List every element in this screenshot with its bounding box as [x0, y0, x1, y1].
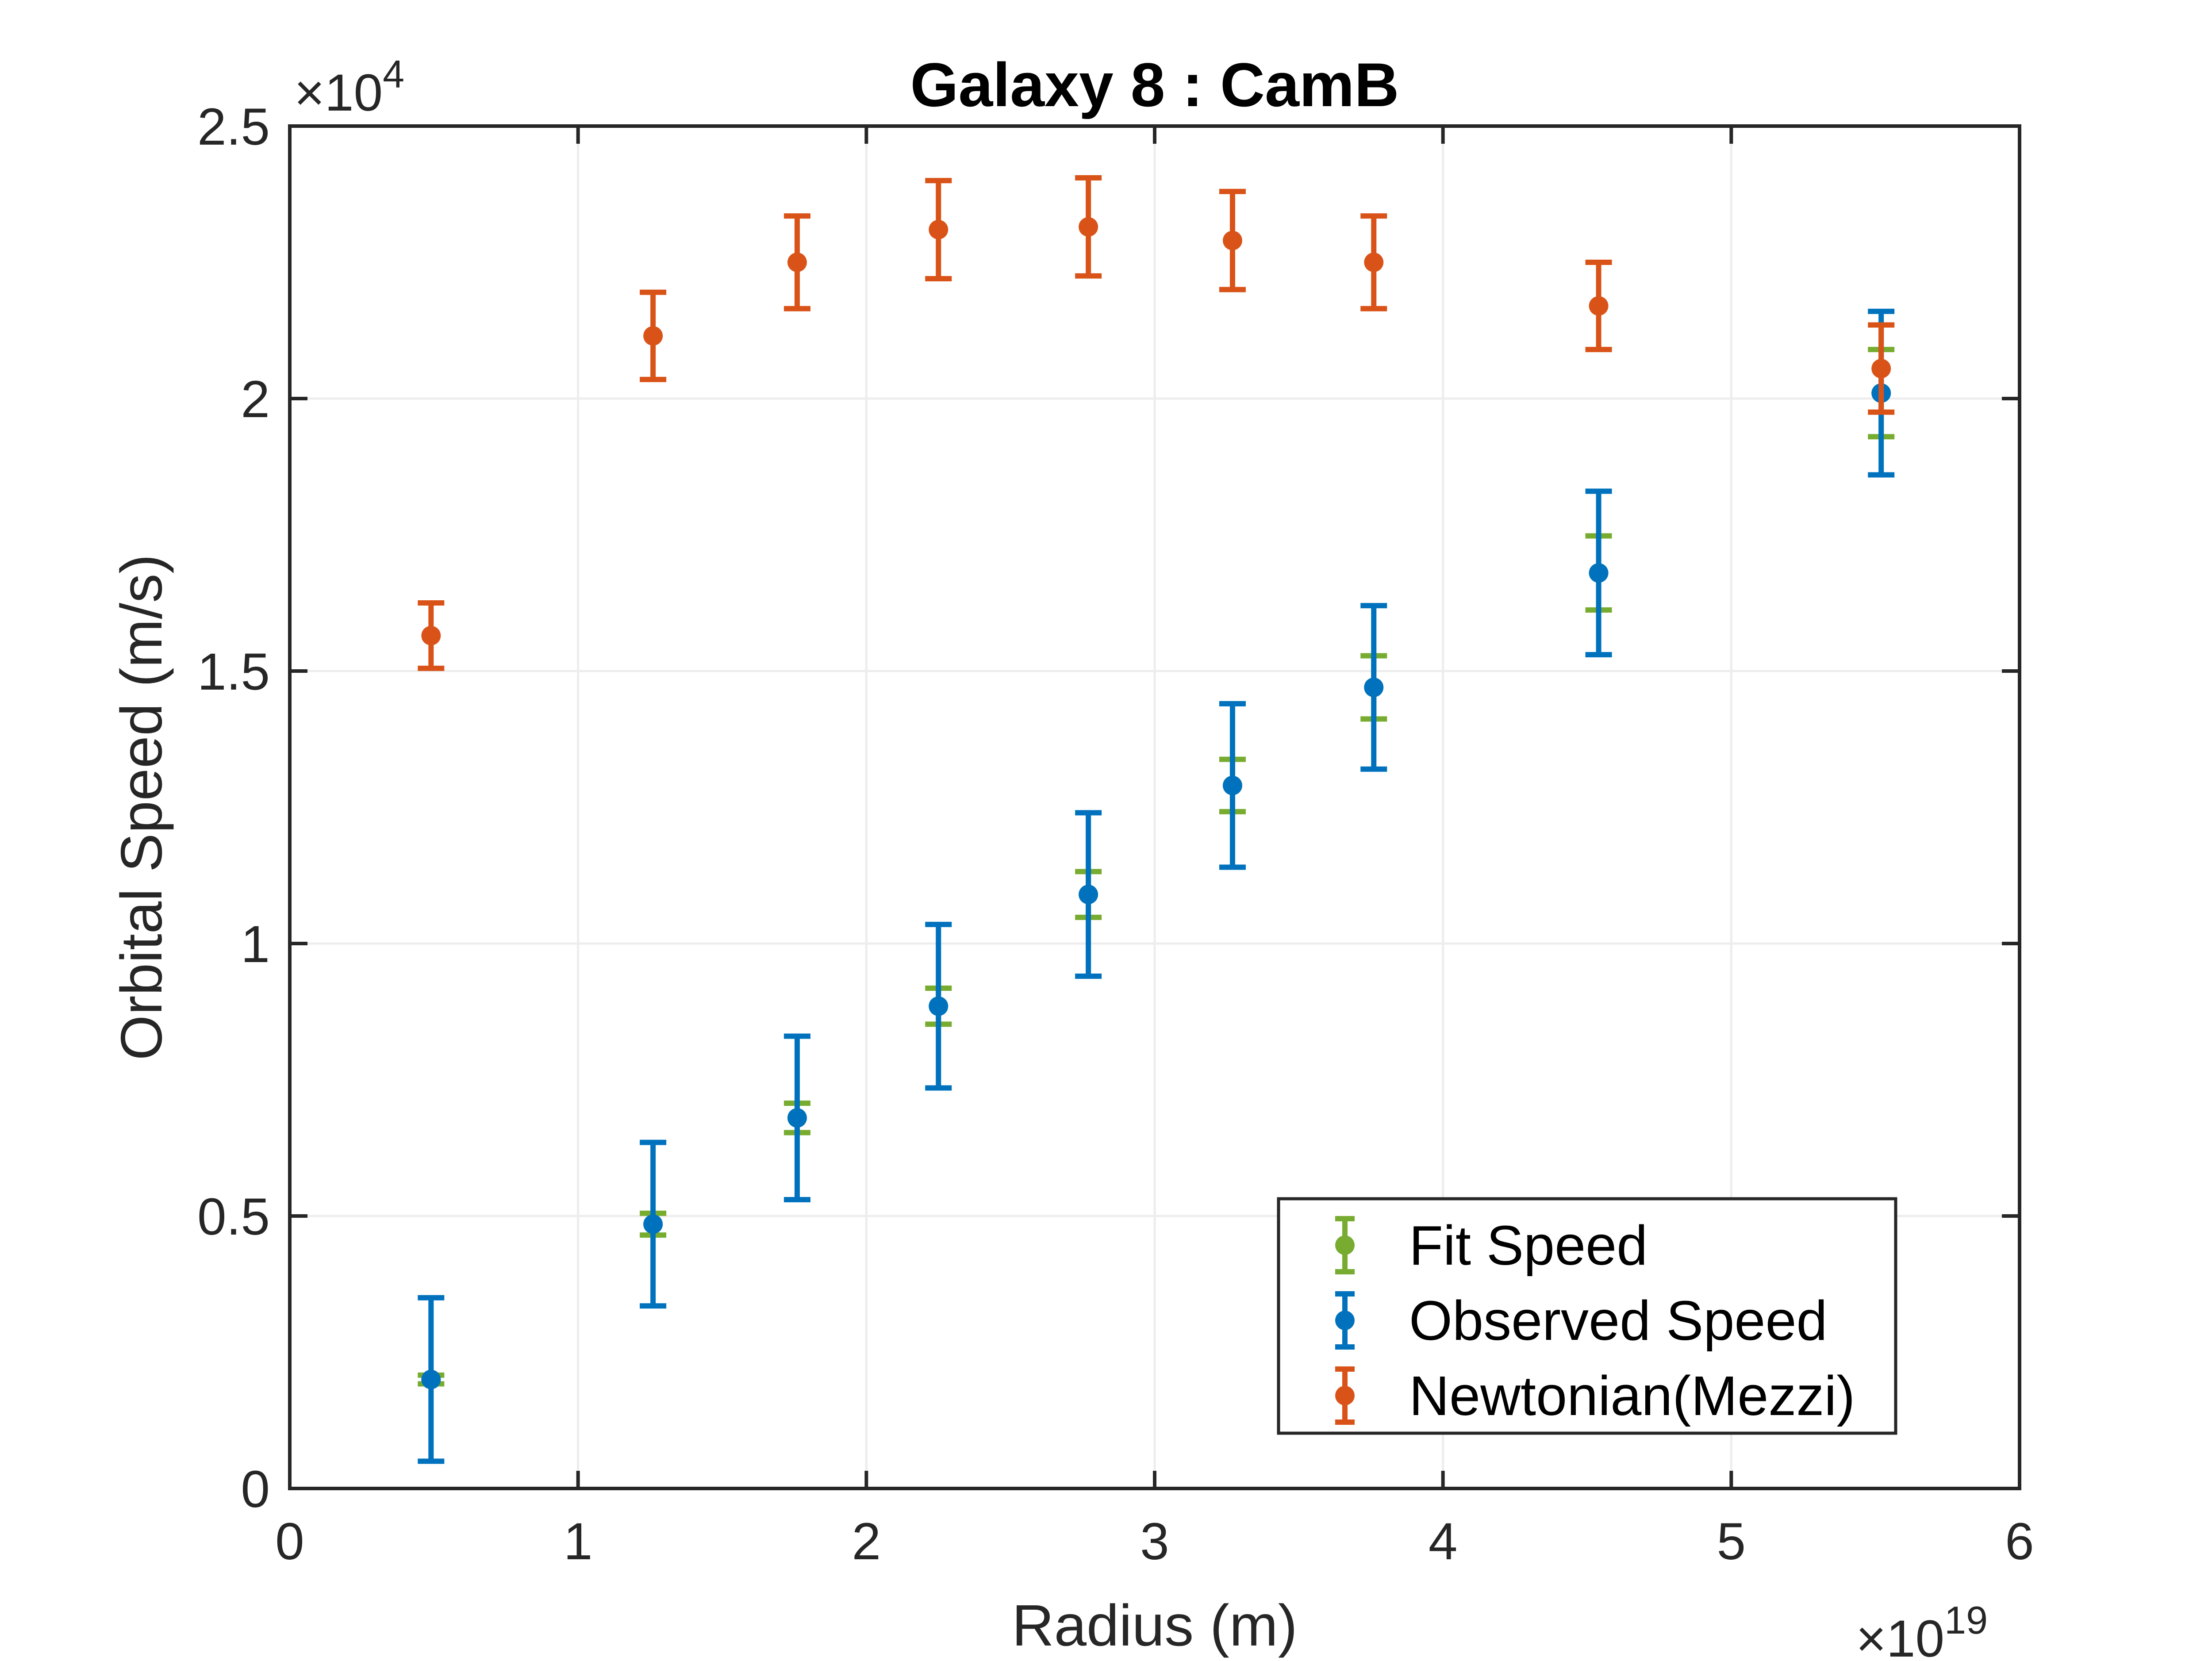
data-point [643, 326, 663, 346]
data-point [421, 1369, 441, 1389]
x-tick-label: 3 [1140, 1512, 1169, 1571]
data-point [787, 253, 807, 272]
data-point [1364, 253, 1384, 272]
y-tick-label: 1.5 [197, 643, 270, 701]
legend-item: Observed Speed [1335, 1289, 1828, 1352]
x-axis-label: Radius (m) [1012, 1593, 1297, 1658]
data-point [787, 1108, 807, 1128]
chart-title: Galaxy 8 : CamB [910, 50, 1399, 119]
series-layer [418, 175, 1895, 1464]
y-axis-multiplier: ×104 [294, 52, 404, 122]
data-point [929, 996, 949, 1016]
y-tick-label: 0 [241, 1460, 270, 1519]
x-tick-label: 2 [852, 1512, 881, 1571]
y-tick-label: 2.5 [197, 98, 270, 156]
legend-box [1277, 1197, 1897, 1435]
legend-item: Newtonian(Mezzi) [1335, 1365, 1855, 1427]
data-point [1222, 230, 1242, 250]
legend: Fit Speed Observed Speed Newtonian(Mezzi) [1277, 1197, 1897, 1435]
data-point [643, 1214, 663, 1234]
x-tick-label: 0 [275, 1512, 304, 1571]
legend-label: Fit Speed [1409, 1214, 1647, 1277]
y-multiplier-exponent: 4 [383, 52, 404, 96]
data-point [1589, 296, 1609, 316]
legend-marker [1335, 1311, 1355, 1330]
axis-ticks: 0 1 2 3 4 5 6 0 0.5 1 1.5 2 2.5 [197, 98, 2034, 1571]
x-multiplier-base: ×10 [1856, 1610, 1944, 1659]
data-point [421, 625, 441, 645]
data-point [1364, 677, 1384, 697]
data-point [1079, 217, 1098, 237]
legend-items: Fit Speed Observed Speed Newtonian(Mezzi) [1335, 1214, 1855, 1427]
x-tick-label: 5 [1717, 1512, 1746, 1571]
x-multiplier-exponent: 19 [1944, 1598, 1988, 1642]
y-tick-label: 1 [241, 915, 270, 974]
y-tick-label: 2 [241, 370, 270, 429]
series-newtonian-mezzi [418, 175, 1895, 671]
data-point [1222, 775, 1242, 795]
data-point [929, 220, 949, 240]
legend-item: Fit Speed [1335, 1214, 1647, 1277]
legend-label: Newtonian(Mezzi) [1409, 1365, 1855, 1427]
y-multiplier-base: ×10 [294, 64, 383, 122]
legend-marker [1335, 1386, 1355, 1405]
y-tick-label: 0.5 [197, 1188, 270, 1246]
x-tick-label: 4 [1429, 1512, 1458, 1571]
data-point [1589, 563, 1609, 583]
legend-marker [1335, 1235, 1355, 1255]
data-point [1079, 885, 1098, 905]
x-axis-multiplier: ×1019 [1856, 1598, 1988, 1659]
y-axis-label: Orbital Speed (m/s) [109, 554, 174, 1060]
x-tick-label: 1 [564, 1512, 593, 1571]
data-point [1871, 359, 1891, 379]
x-tick-label: 6 [2005, 1512, 2034, 1571]
legend-label: Observed Speed [1409, 1289, 1828, 1352]
